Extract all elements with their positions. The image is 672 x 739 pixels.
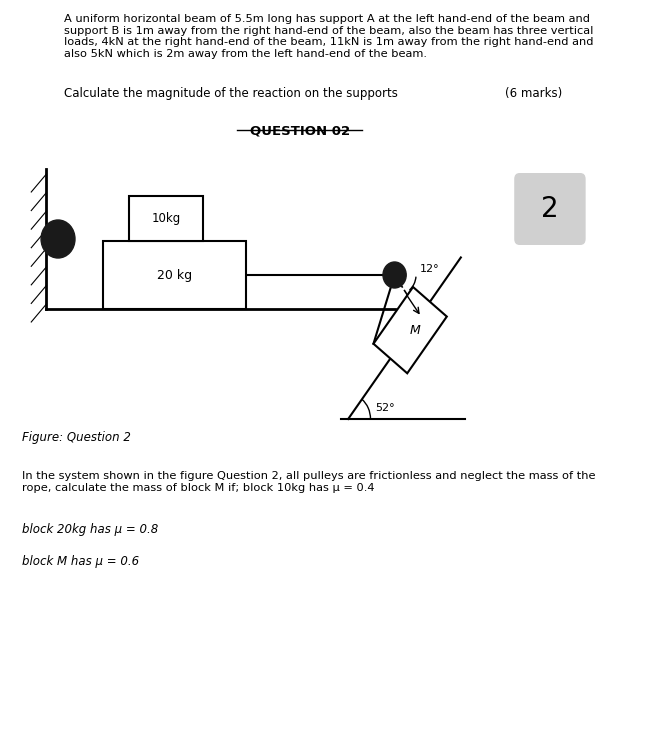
Text: A uniform horizontal beam of 5.5m long has support A at the left hand-end of the: A uniform horizontal beam of 5.5m long h…	[65, 14, 594, 59]
FancyBboxPatch shape	[514, 173, 585, 245]
Text: (6 marks): (6 marks)	[505, 87, 562, 100]
Circle shape	[41, 220, 75, 258]
Text: block 20kg has μ = 0.8: block 20kg has μ = 0.8	[22, 523, 159, 536]
Text: 10kg: 10kg	[151, 212, 181, 225]
Text: QUESTION 02: QUESTION 02	[250, 124, 350, 137]
Polygon shape	[374, 287, 447, 373]
Text: block M has μ = 0.6: block M has μ = 0.6	[22, 555, 140, 568]
Bar	[103, 241, 245, 309]
Text: Figure: Question 2: Figure: Question 2	[22, 431, 131, 444]
Text: M: M	[410, 324, 421, 337]
Circle shape	[383, 262, 406, 288]
Bar	[130, 196, 203, 241]
Text: 12°: 12°	[419, 264, 439, 274]
Text: 20 kg: 20 kg	[157, 268, 192, 282]
Text: In the system shown in the figure Question 2, all pulleys are frictionless and n: In the system shown in the figure Questi…	[22, 471, 596, 493]
Text: 2: 2	[541, 195, 558, 223]
Text: Calculate the magnitude of the reaction on the supports: Calculate the magnitude of the reaction …	[65, 87, 398, 100]
Text: 52°: 52°	[375, 403, 394, 413]
